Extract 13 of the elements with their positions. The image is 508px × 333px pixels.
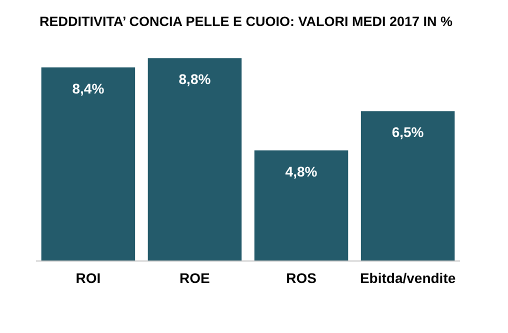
x-tick-label: ROS: [286, 270, 316, 286]
data-label: 6,5%: [392, 124, 424, 140]
x-tick-label: Ebitda/vendite: [360, 270, 456, 286]
bar: [360, 111, 455, 261]
data-label: 8,4%: [72, 80, 105, 96]
x-tick-label: ROE: [180, 270, 210, 286]
bar: [41, 67, 136, 261]
chart-title: REDDITIVITA’ CONCIA PELLE E CUOIO: VALORI MEDI 2017 IN %: [39, 14, 453, 29]
bar: [148, 58, 242, 261]
bar: [254, 150, 348, 261]
x-tick-label: ROI: [76, 270, 101, 286]
data-label: 8,8%: [178, 71, 212, 88]
data-label: 4,8%: [285, 163, 318, 180]
